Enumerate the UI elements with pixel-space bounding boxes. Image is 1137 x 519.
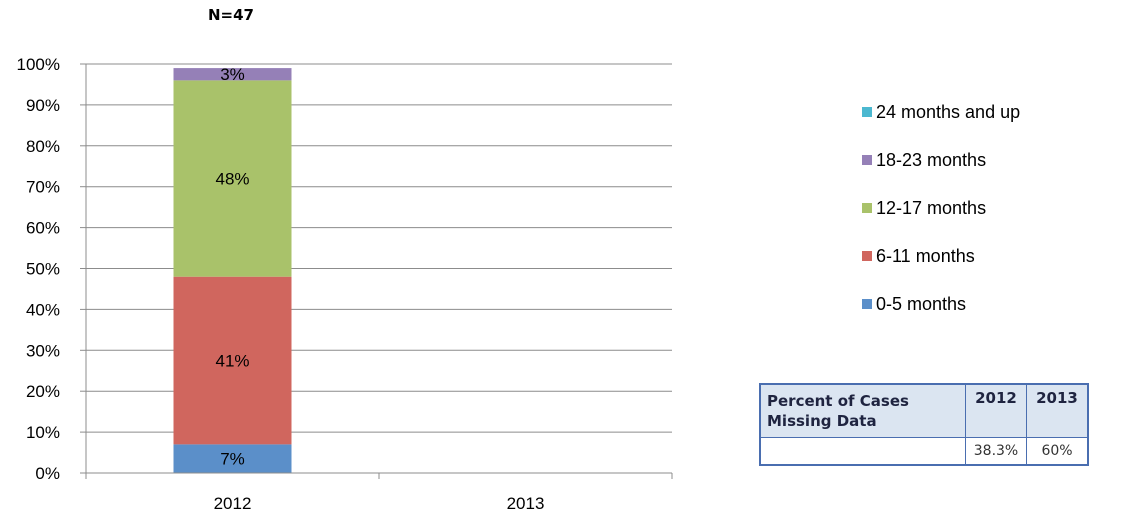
legend-item: 18-23 months xyxy=(862,148,1020,172)
y-tick-label: 20% xyxy=(26,382,60,401)
bar-segment xyxy=(173,68,292,81)
legend-label: 0-5 months xyxy=(876,293,967,314)
missing-data-header: Percent of Cases Missing Data xyxy=(759,383,966,438)
y-tick-label: 100% xyxy=(17,55,60,74)
bar-segment xyxy=(173,80,292,277)
sample-size-label: N=47 xyxy=(208,6,254,24)
legend-swatch xyxy=(862,155,872,165)
y-tick-label: 50% xyxy=(26,260,60,279)
missing-data-value-2013: 60% xyxy=(1026,437,1089,466)
y-tick-label: 80% xyxy=(26,137,60,156)
missing-data-year-2013: 2013 xyxy=(1026,383,1089,438)
y-axis-tick-labels: 0% 10% 20% 30% 40% 50% 60% 70% 80% 90% 100% xyxy=(17,55,60,483)
bars xyxy=(173,68,292,473)
data-labels: 7% 41% 48% 3% xyxy=(215,65,249,468)
legend-label: 24 months and up xyxy=(876,101,1021,122)
legend-label: 18-23 months xyxy=(876,149,987,170)
legend-item: 6-11 months xyxy=(862,244,1020,268)
y-tick-label: 90% xyxy=(26,96,60,115)
legend-item: 12-17 months xyxy=(862,196,1020,220)
legend-label: 12-17 months xyxy=(876,197,987,218)
bar-segment xyxy=(173,444,292,473)
y-tick-label: 10% xyxy=(26,423,60,442)
gridlines xyxy=(80,63,672,474)
x-tick-label: 2012 xyxy=(214,494,252,513)
y-tick-label: 0% xyxy=(35,464,60,483)
y-tick-label: 60% xyxy=(26,219,60,238)
legend-label: 6-11 months xyxy=(876,245,975,266)
data-label: 3% xyxy=(220,65,245,84)
data-label: 7% xyxy=(220,450,245,469)
missing-data-value-2012: 38.3% xyxy=(965,437,1027,466)
legend-swatch xyxy=(862,107,872,117)
legend-item: 24 months and up xyxy=(862,100,1020,124)
legend-swatch xyxy=(862,299,872,309)
legend-item: 0-5 months xyxy=(862,292,1020,316)
stacked-bar-chart: 0% 10% 20% 30% 40% 50% 60% 70% 80% 90% 100% 7% 41% 4… xyxy=(17,55,673,513)
x-tick-label: 2013 xyxy=(507,494,545,513)
missing-data-table: Percent of Cases Missing Data 2012 2013 … xyxy=(759,383,1089,466)
y-tick-label: 30% xyxy=(26,341,60,360)
legend-swatch xyxy=(862,251,872,261)
legend-swatch xyxy=(862,203,872,213)
x-axis-tick-labels: 2012 2013 xyxy=(214,494,545,513)
missing-data-year-2012: 2012 xyxy=(965,383,1027,438)
y-tick-label: 70% xyxy=(26,178,60,197)
x-axis xyxy=(85,64,673,479)
data-label: 48% xyxy=(215,170,249,189)
missing-data-blank-cell xyxy=(759,437,966,466)
data-label: 41% xyxy=(215,352,249,371)
y-tick-label: 40% xyxy=(26,300,60,319)
bar-segment xyxy=(173,276,292,445)
legend: 24 months and up 18-23 months 12-17 months… xyxy=(862,100,1020,340)
